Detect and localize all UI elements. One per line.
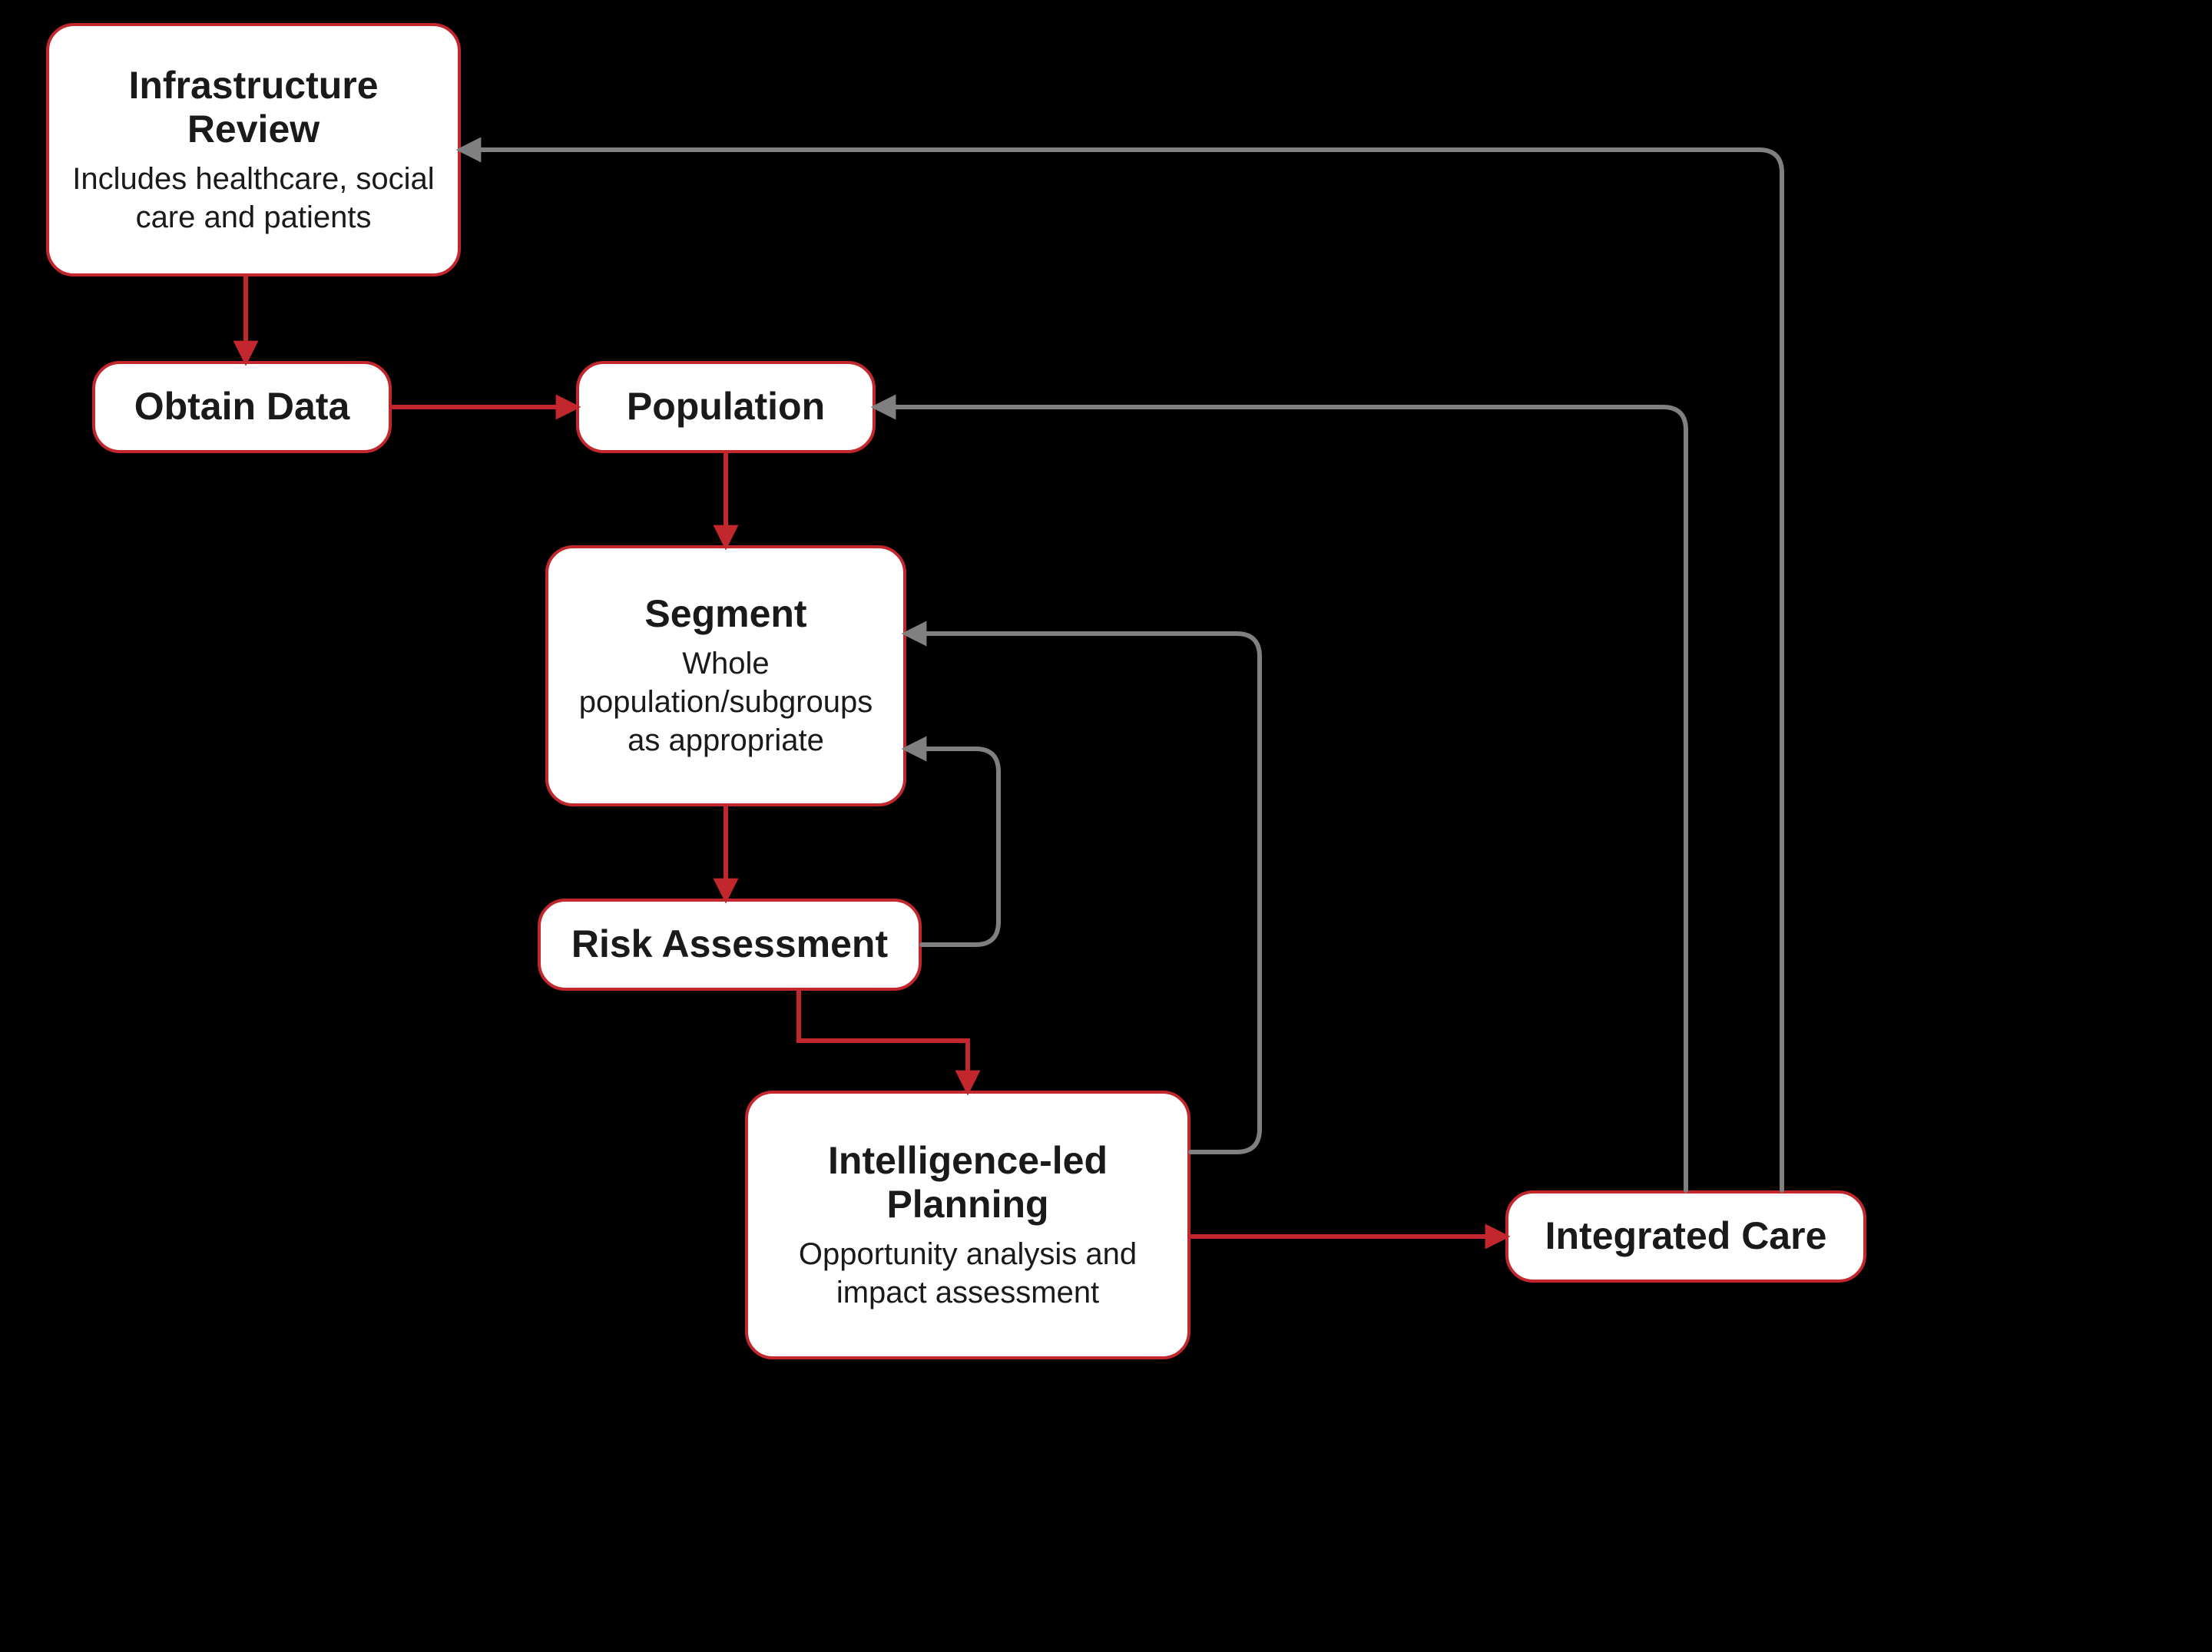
node-integrated: Integrated Care xyxy=(1505,1190,1866,1283)
node-obtain: Obtain Data xyxy=(92,361,392,453)
node-planning-subtitle: Opportunity analysis and impact assessme… xyxy=(771,1235,1164,1312)
node-population: Population xyxy=(576,361,876,453)
edge-e-risk-segment-loop xyxy=(906,749,998,945)
node-infra-subtitle: Includes healthcare, social care and pat… xyxy=(72,160,435,237)
node-population-title: Population xyxy=(627,385,825,429)
node-planning: Intelligence-led Planning Opportunity ana… xyxy=(745,1091,1190,1359)
node-segment-title: Segment xyxy=(644,592,806,637)
flowchart-canvas: Infrastructure Review Includes healthcare… xyxy=(0,0,2212,1652)
node-planning-title: Intelligence-led Planning xyxy=(771,1139,1164,1227)
node-infra-title: Infrastructure Review xyxy=(72,64,435,152)
node-segment-subtitle: Whole population/subgroups as appropriat… xyxy=(571,644,880,760)
node-risk-title: Risk Assessment xyxy=(571,922,888,967)
edge-e-integrated-population xyxy=(876,407,1686,1190)
edge-e-risk-planning xyxy=(799,991,968,1091)
node-integrated-title: Integrated Care xyxy=(1545,1214,1827,1259)
node-segment: Segment Whole population/subgroups as app… xyxy=(545,545,906,806)
node-obtain-title: Obtain Data xyxy=(134,385,350,429)
node-risk: Risk Assessment xyxy=(538,899,922,991)
edge-e-planning-segment xyxy=(906,634,1260,1152)
node-infra: Infrastructure Review Includes healthcare… xyxy=(46,23,461,276)
